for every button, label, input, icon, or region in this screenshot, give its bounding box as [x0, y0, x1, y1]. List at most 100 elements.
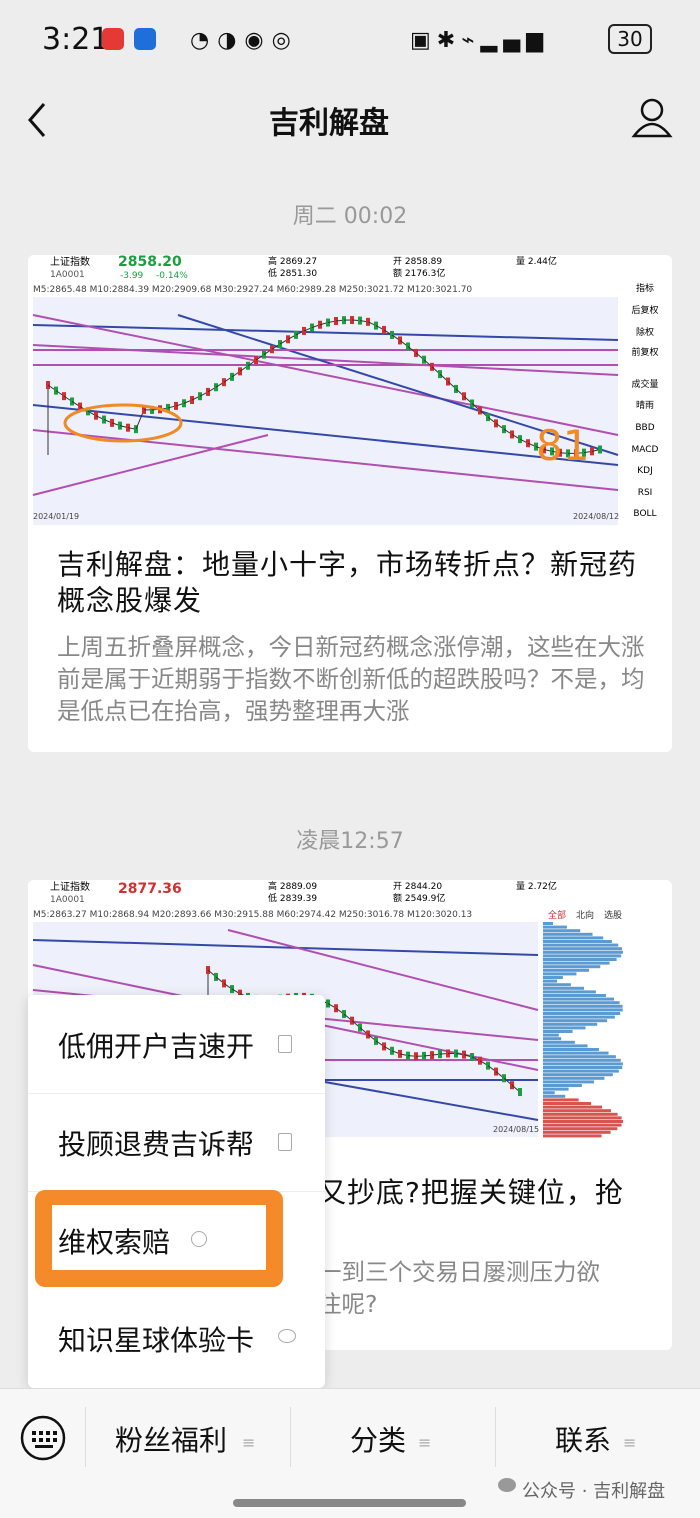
candle [422, 356, 426, 364]
volume-profile-bar [543, 998, 614, 1001]
volume-profile-bar [543, 972, 576, 975]
clock: 3:21 [42, 22, 109, 57]
menu-tab[interactable]: 粉丝福利 [115, 1419, 227, 1459]
volume-profile-bar [543, 1034, 559, 1037]
chart-image: 上证指数 1A0001 2858.20 -3.99 -0.14% 高 2869.… [28, 255, 672, 527]
open: 开 2858.89 [393, 256, 442, 267]
side-menu-item: KDJ [637, 466, 653, 476]
side-menu-item: 除权 [636, 326, 654, 338]
candle [374, 1037, 378, 1045]
menu-item-label: 维权索赔 [58, 1221, 170, 1261]
volume-profile-bar [543, 926, 567, 929]
candle [454, 385, 458, 393]
volume-profile-bar [543, 1102, 591, 1105]
panel-tab: 北向 [576, 909, 594, 921]
article-summary: 一到三个交易日屡测压力欲 [318, 1256, 658, 1288]
volume-profile-bar [543, 1019, 607, 1022]
side-menu-item: 后复权 [631, 304, 658, 316]
article-summary: 上周五折叠屏概念，今日新冠药概念涨停潮，这些在大涨前是属于近期弱于指数不断创新低… [57, 631, 657, 727]
volume-profile-bar [543, 1134, 602, 1137]
index-code: 1A0001 [50, 895, 85, 905]
keyboard-toggle[interactable] [20, 1415, 66, 1461]
volume-profile-bar [543, 1131, 611, 1134]
volume-profile-bar [543, 1062, 623, 1065]
candle [414, 349, 418, 357]
volume-profile-bar [543, 940, 612, 943]
side-menu-item: BBD [635, 423, 654, 433]
side-menu-item: RSI [638, 488, 653, 498]
side-menu-item: 前复权 [631, 346, 658, 358]
candle [502, 1074, 506, 1082]
plot-area [33, 297, 618, 525]
volume-profile-bar [543, 1008, 623, 1011]
candle [446, 378, 450, 386]
status-icons: ◔◑◉◎ [190, 28, 299, 53]
candle [350, 1017, 354, 1025]
volume-profile-bar [543, 947, 622, 950]
start-date: 2024/01/19 [33, 512, 79, 521]
volume-profile-bar [543, 1077, 604, 1080]
volume-profile-bar [543, 1124, 622, 1127]
message-time: 周二 00:02 [0, 198, 700, 230]
volume-profile-bar [543, 1106, 602, 1109]
candle [494, 419, 498, 427]
volume-profile-bar [543, 1098, 579, 1101]
volume-profile-bar [543, 994, 606, 997]
volume-profile-bar [543, 1084, 582, 1087]
volume-profile-bar [543, 922, 553, 925]
article-summary: 注呢? [318, 1288, 658, 1320]
message-time: 凌晨12:57 [0, 823, 700, 855]
volume-profile-bar [543, 1066, 622, 1069]
candle [246, 362, 250, 370]
menu-item-label: 低佣开户吉速开 [58, 1025, 254, 1065]
volume-profile-bar [543, 944, 618, 947]
volume-profile-bar [543, 1037, 561, 1040]
menu-item[interactable]: 维权索赔 [28, 1191, 325, 1289]
article-card[interactable]: 上证指数 1A0001 2858.20 -3.99 -0.14% 高 2869.… [28, 255, 672, 752]
volume-profile-bar [543, 1012, 620, 1015]
volume-profile-bar [543, 980, 557, 983]
article-title: 吉利解盘：地量小十字，市场转折点？新冠药概念股爆发 [57, 547, 657, 619]
volume-profile-bar [543, 1048, 599, 1051]
volume-profile-bar [543, 969, 589, 972]
menu-item[interactable]: 知识星球体验卡 [28, 1289, 325, 1387]
volume-profile-bar [543, 929, 580, 932]
watermark: 公众号 · 吉利解盘 [522, 1477, 665, 1503]
profile-button[interactable] [630, 96, 674, 140]
price: 2858.20 [118, 255, 182, 270]
panel-tab: 全部 [548, 909, 566, 921]
menu-tab[interactable]: 联系 [555, 1419, 611, 1459]
volume-profile-bar [543, 1127, 617, 1130]
menu-item[interactable]: 投顾退费吉诉帮 [28, 1093, 325, 1192]
volume-profile-bar [543, 983, 571, 986]
candle [222, 979, 226, 987]
end-date: 2024/08/12 [573, 512, 619, 521]
item-icon [278, 1035, 292, 1053]
menu-item-label: 知识星球体验卡 [58, 1319, 254, 1359]
volume-profile-bar [543, 954, 621, 957]
side-menu-item: 成交量 [631, 378, 658, 390]
menu-item[interactable]: 低佣开户吉速开 [28, 995, 325, 1094]
volume-profile-bar [543, 1070, 619, 1073]
candle [598, 445, 602, 453]
change-pct: -0.14% [156, 271, 188, 281]
side-menu-item: 指标 [636, 282, 654, 294]
volume-profile-bar [543, 965, 600, 968]
high: 高 2889.09 [268, 880, 317, 892]
candle [366, 1030, 370, 1038]
app-icon [134, 28, 156, 50]
volume-profile-bar [543, 1005, 623, 1008]
candle [214, 973, 218, 981]
open: 开 2844.20 [393, 881, 442, 892]
volume-profile-bar [543, 1044, 588, 1047]
volume-profile-bar [543, 987, 584, 990]
menu-item-label: 投顾退费吉诉帮 [58, 1123, 254, 1163]
volume-profile-bar [543, 1001, 620, 1004]
candle [382, 1042, 386, 1050]
menu-tab[interactable]: 分类 [350, 1419, 406, 1459]
panel-tab: 选股 [604, 909, 622, 921]
divider [85, 1407, 86, 1467]
candle [182, 399, 186, 407]
nav-title: 吉利解盘 [0, 98, 658, 142]
